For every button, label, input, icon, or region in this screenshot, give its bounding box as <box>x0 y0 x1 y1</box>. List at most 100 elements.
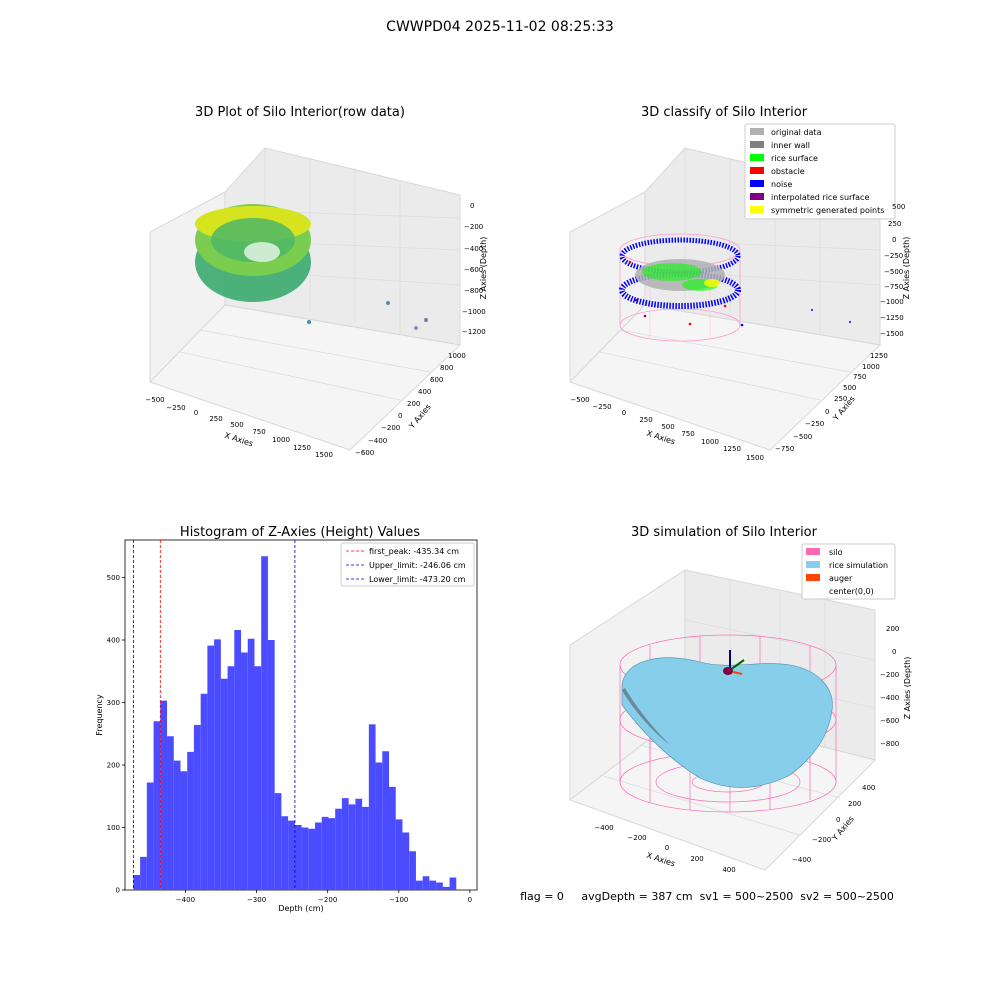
sim-z-label: Z Axies (Depth) <box>903 657 912 720</box>
hist-bar <box>341 798 349 890</box>
hist-bar <box>133 875 141 890</box>
raw-x-tick: −250 <box>166 404 185 412</box>
hist-bar <box>214 639 221 890</box>
simulation-title: 3D simulation of Silo Interior <box>631 525 818 540</box>
classify-z-ticks: 500 250 0 −250 −500 −750 −1000 −1250 −15… <box>880 203 905 338</box>
raw-z-tick: −400 <box>464 245 483 253</box>
hist-bars <box>133 556 457 890</box>
hist-bar <box>281 816 289 890</box>
hist-bar <box>288 820 295 890</box>
classify-y-tick: −750 <box>775 445 794 453</box>
raw-pane-floor <box>149 304 462 451</box>
legend-swatch-rice-surface <box>750 154 764 161</box>
raw-y-tick: −200 <box>381 424 400 432</box>
sim-x-tick: 400 <box>722 866 735 874</box>
classify-x-ticks: −500 −250 0 250 500 750 1000 1250 1500 <box>570 396 764 462</box>
hist-title: Histogram of Z-Axies (Height) Values <box>180 525 420 540</box>
raw-z-tick: −600 <box>464 266 483 274</box>
raw-y-tick: 400 <box>418 388 431 396</box>
raw-y-tick: 200 <box>407 400 420 408</box>
sim-legend-frame <box>801 543 896 600</box>
hist-bar <box>180 771 188 890</box>
hist-bar <box>193 725 201 890</box>
hist-bar <box>167 736 174 890</box>
hist-bar <box>436 882 443 890</box>
legend-label-rice-surface: rice surface <box>771 154 818 163</box>
sim-x-ticks: −400 −200 0 200 400 <box>594 824 735 874</box>
classify-x-tick: 0 <box>622 409 626 417</box>
sim-rice-surface <box>621 657 833 788</box>
classify-z-tick: −1500 <box>880 330 904 338</box>
hist-bar <box>234 630 242 890</box>
hist-bar <box>294 825 302 890</box>
sim-rice-shadow <box>622 688 670 745</box>
sim-y-label: Y Axies <box>830 814 856 843</box>
classify-legend: original data inner wall rice surface ob… <box>744 123 896 220</box>
hist-bar <box>220 678 228 890</box>
hist-bar <box>321 816 329 890</box>
legend-label-inner-wall: inner wall <box>771 141 810 150</box>
panel-classify-3d: 3D classify of Silo Interior <box>569 105 911 462</box>
classify-y-tick: 1250 <box>870 352 888 360</box>
sim-z-tick: 0 <box>892 648 896 656</box>
classify-z-tick: 0 <box>892 236 896 244</box>
hist-bar <box>301 827 309 890</box>
raw-z-ticks: 0 −200 −400 −600 −800 −1000 −1200 <box>462 202 486 336</box>
sim-legend-swatch-rice <box>806 561 820 568</box>
classify-z-tick: 250 <box>888 220 901 228</box>
raw-point-cloud <box>195 204 428 330</box>
classify-y-tick: 1000 <box>862 363 880 371</box>
hist-bar <box>153 721 161 890</box>
raw-x-tick: 0 <box>194 409 198 417</box>
sim-x-tick: 200 <box>690 855 703 863</box>
raw-x-tick: −500 <box>145 396 164 404</box>
classify-y-tick: 250 <box>834 395 847 403</box>
sim-legend-label-auger: auger <box>829 574 853 583</box>
hist-x-ticks: −400 −300 −200 −100 0 <box>176 890 472 904</box>
classify-x-tick: 250 <box>639 416 652 424</box>
raw-y-tick: 800 <box>440 364 453 372</box>
hist-bar <box>200 693 208 890</box>
hist-bar <box>146 782 154 890</box>
sim-z-tick: −800 <box>880 740 899 748</box>
hist-bar <box>422 876 430 890</box>
classify-z-label: Z Axies (Depth) <box>902 237 911 300</box>
hist-bar <box>207 645 215 890</box>
sim-legend: silo rice simulation auger center(0,0) <box>801 543 896 600</box>
sim-legend-swatch-auger <box>806 574 820 581</box>
hist-y-tick-label: 200 <box>107 762 120 770</box>
hist-bar <box>261 556 268 890</box>
panel-raw-3d: 3D Plot of Silo Interior(row data) −500 <box>145 105 488 459</box>
hist-vlines <box>132 540 296 890</box>
sim-y-tick: −200 <box>812 836 831 844</box>
hist-y-tick-label: 100 <box>107 824 120 832</box>
classify-pane-floor <box>569 304 882 451</box>
classify-y-ticks: −750 −500 −250 0 250 500 750 1000 1250 <box>775 352 888 453</box>
hist-y-tick-label: 400 <box>107 637 120 645</box>
raw-x-tick: 250 <box>209 415 222 423</box>
hist-bar <box>140 856 147 890</box>
panel-simulation-3d: 3D simulation of Silo Interior <box>568 525 912 874</box>
legend-swatch-noise <box>750 180 764 187</box>
sim-z-tick: −600 <box>880 717 899 725</box>
classify-y-tick: 750 <box>853 373 866 381</box>
classify-z-tick: −750 <box>884 283 903 291</box>
raw-y-tick: −600 <box>355 449 374 457</box>
sim-z-ticks: 200 0 −200 −400 −600 −800 <box>880 625 899 748</box>
classify-x-tick: −250 <box>592 403 611 411</box>
classify-y-tick: 500 <box>843 384 856 392</box>
raw-y-tick: 600 <box>430 376 443 384</box>
hist-bar <box>389 786 396 890</box>
hist-bar <box>368 724 376 890</box>
raw-z-label: Z Axies (Depth) <box>479 237 488 300</box>
hist-bar <box>173 760 181 890</box>
hist-bar <box>442 886 450 890</box>
hist-y-label: Frequency <box>95 694 104 736</box>
legend-swatch-symmetric <box>750 206 764 213</box>
hist-bar <box>160 700 168 890</box>
raw-x-tick: 1250 <box>293 444 311 452</box>
sim-x-label: X Axies <box>645 851 676 869</box>
classify-x-tick: 1250 <box>723 445 741 453</box>
sim-z-tick: 200 <box>886 625 899 633</box>
hist-bar <box>241 652 248 890</box>
